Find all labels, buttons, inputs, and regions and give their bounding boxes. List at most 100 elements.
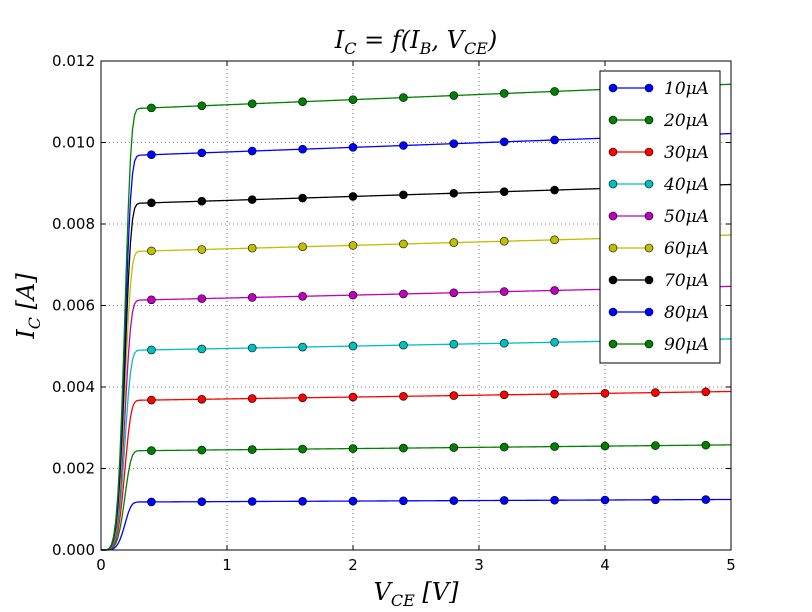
data-point [399, 340, 408, 350]
legend-label: 10μA [664, 79, 709, 99]
data-point [348, 444, 358, 453]
legend-label: 80μA [664, 303, 709, 323]
data-point [651, 495, 660, 505]
data-point [550, 337, 559, 347]
data-point [651, 388, 660, 397]
data-point [550, 185, 559, 195]
legend-label: 40μA [663, 175, 709, 195]
data-point [247, 146, 257, 156]
data-point [499, 390, 509, 400]
x-tick-label: 2 [348, 556, 358, 574]
data-point [550, 235, 559, 245]
data-point [550, 495, 559, 505]
data-point [550, 87, 559, 96]
data-point [651, 441, 660, 450]
series-line [101, 390, 732, 551]
y-axis-label: IC [A] [12, 273, 44, 340]
data-point [499, 338, 509, 348]
data-point [499, 236, 509, 246]
data-point [600, 441, 610, 451]
data-point [197, 101, 207, 111]
legend-marker [608, 339, 618, 349]
data-point [701, 495, 711, 504]
data-point [449, 443, 459, 452]
data-point [147, 395, 156, 405]
y-tick-label: 0.008 [52, 215, 95, 233]
data-point [701, 387, 711, 397]
data-point [449, 496, 459, 505]
data-point [197, 497, 207, 507]
data-point [449, 188, 459, 198]
data-point [550, 135, 559, 145]
legend-marker [644, 307, 654, 317]
data-point [197, 245, 207, 254]
data-point [298, 393, 307, 403]
data-point [298, 144, 307, 154]
data-point [499, 442, 509, 452]
legend-marker [608, 83, 618, 93]
data-point [449, 288, 459, 298]
data-point [399, 392, 408, 401]
legend-marker [608, 275, 618, 285]
data-point [550, 442, 559, 451]
chart-title: IC = f(IB, VCE) [334, 26, 497, 58]
data-point [247, 293, 257, 302]
y-tick-label: 0.000 [52, 541, 95, 559]
ticks: 0 1 2 3 4 5 0.000 0.002 0.004 0.006 0.008 0.010 0.01… [52, 52, 736, 574]
legend-marker [644, 243, 654, 253]
data-point [399, 190, 408, 200]
data-point [449, 339, 459, 349]
legend-marker [608, 147, 618, 157]
data-point [399, 93, 408, 102]
data-point [449, 139, 459, 148]
series-line [101, 498, 732, 551]
data-point [399, 443, 408, 453]
data-point [197, 196, 207, 206]
data-point [348, 192, 358, 201]
data-point [348, 290, 358, 300]
y-tick-label: 0.010 [52, 134, 95, 152]
data-point [399, 496, 408, 506]
data-point [399, 239, 408, 249]
data-point [147, 246, 156, 256]
data-point [600, 389, 610, 398]
data-point [197, 294, 207, 303]
legend: 10μA 20μA 30μA 40μA 50μA 60μA 70μA 80μA 90μA [599, 70, 721, 364]
data-point [348, 341, 358, 351]
data-point [499, 187, 509, 196]
y-tick-label: 0.002 [52, 460, 95, 478]
data-point [247, 195, 257, 204]
data-point [449, 91, 459, 100]
data-point [550, 286, 559, 295]
legend-marker [608, 179, 618, 189]
data-point [147, 345, 156, 355]
data-point [348, 95, 358, 104]
x-tick-label: 4 [600, 556, 610, 574]
data-point [499, 89, 509, 98]
data-point [298, 444, 307, 454]
data-point [499, 137, 509, 147]
data-point [399, 289, 408, 299]
markers [147, 80, 711, 507]
data-point [298, 291, 307, 301]
legend-label: 50μA [664, 207, 709, 227]
data-point [298, 97, 307, 106]
y-tick-label: 0.004 [52, 378, 95, 396]
data-point [147, 150, 156, 160]
data-point [197, 445, 207, 455]
data-point [701, 440, 711, 450]
data-point [147, 497, 156, 507]
x-axis-label: VCE [V] [374, 578, 460, 610]
data-point [197, 148, 207, 158]
data-point [399, 141, 408, 150]
legend-marker [608, 307, 618, 317]
data-point [197, 344, 207, 354]
legend-marker [644, 275, 654, 285]
data-point [298, 496, 307, 506]
data-point [147, 198, 156, 208]
data-point [449, 391, 459, 400]
x-tick-label: 3 [474, 556, 484, 574]
data-point [247, 445, 257, 454]
legend-label: 90μA [664, 335, 709, 355]
